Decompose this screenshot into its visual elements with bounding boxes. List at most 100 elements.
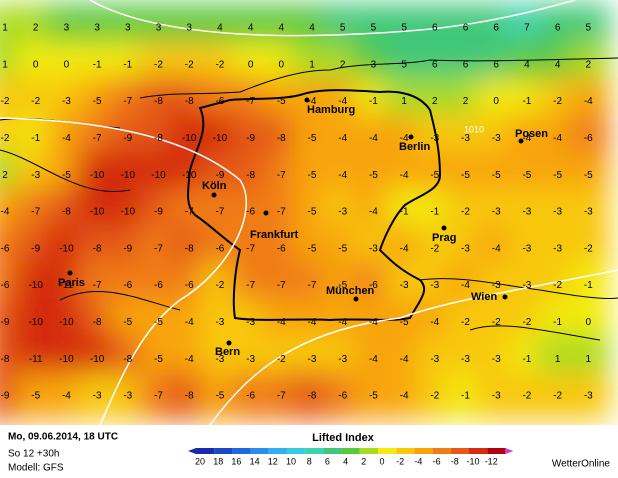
legend-swatch: [196, 448, 215, 454]
grid-value: -4: [277, 317, 286, 328]
grid-value: -8: [308, 391, 317, 402]
grid-value: -10: [28, 280, 43, 291]
grid-value: -5: [369, 391, 378, 402]
grid-value: -10: [213, 133, 228, 144]
grid-value: -3: [430, 133, 439, 144]
grid-value: -10: [90, 170, 105, 181]
brand: WetterOnline: [552, 459, 611, 470]
grid-value: -9: [31, 243, 40, 254]
grid-values: 1 2 3 3 3 3 3 4 4 4 4 5 5 5 6 6 6 7 6 5 1 0 0 -1 -1 -2 -2 -2 0 0 1 2 3 5 6…: [1, 23, 594, 402]
legend-label: 0: [379, 456, 384, 466]
grid-value: 4: [555, 59, 561, 70]
grid-value: -2: [277, 354, 286, 365]
grid-value: 6: [432, 59, 438, 70]
grid-value: 1: [401, 96, 407, 107]
grid-value: -1: [93, 59, 102, 70]
legend-label: 2: [361, 456, 366, 466]
grid-value: -8: [123, 354, 132, 365]
grid-value: -3: [492, 354, 501, 365]
grid-value: -3: [461, 133, 470, 144]
grid-value: -3: [522, 207, 531, 218]
legend-label: 8: [307, 456, 312, 466]
grid-value: -8: [93, 243, 102, 254]
grid-value: -5: [308, 133, 317, 144]
grid-value: 5: [586, 23, 592, 34]
grid-value: -2: [553, 96, 562, 107]
grid-value: -5: [215, 391, 224, 402]
grid-value: -9: [246, 133, 255, 144]
grid-value: -8: [246, 170, 255, 181]
grid-value: -4: [400, 354, 409, 365]
grid-value: -3: [215, 354, 224, 365]
grid-value: -11: [60, 280, 74, 291]
grid-value: 0: [493, 96, 499, 107]
grid-value: 6: [432, 23, 438, 34]
grid-value: -2: [215, 59, 224, 70]
legend-swatch: [287, 448, 306, 454]
grid-value: -1: [400, 207, 409, 218]
grid-value: 2: [2, 170, 8, 181]
grid-value: -5: [522, 170, 531, 181]
grid-value: -10: [28, 317, 43, 328]
grid-value: 6: [463, 59, 469, 70]
grid-value: -4: [338, 170, 347, 181]
grid-value: -2: [553, 280, 562, 291]
grid-value: -7: [308, 280, 317, 291]
grid-value: -7: [277, 207, 286, 218]
grid-value: -10: [121, 207, 136, 218]
grid-value: -2: [31, 96, 40, 107]
grid-value: -4: [62, 133, 71, 144]
grid-value: 2: [340, 59, 346, 70]
grid-value: -8: [154, 133, 163, 144]
grid-value: -3: [93, 391, 102, 402]
grid-value: 6: [555, 23, 561, 34]
legend-title: Lifted Index: [312, 432, 375, 444]
city-dot: [226, 340, 232, 346]
grid-value: -10: [59, 243, 74, 254]
grid-value: -3: [461, 354, 470, 365]
legend-label: 4: [343, 456, 348, 466]
grid-value: -1: [369, 96, 378, 107]
grid-value: -4: [461, 280, 470, 291]
grid-value: -6: [154, 280, 163, 291]
city-label: Prag: [432, 232, 456, 244]
grid-value: -5: [338, 243, 347, 254]
grid-value: -4: [584, 96, 593, 107]
grid-value: 0: [248, 59, 254, 70]
grid-value: -3: [492, 207, 501, 218]
grid-value: -7: [185, 207, 194, 218]
grid-value: -3: [308, 354, 317, 365]
grid-value: -9: [123, 133, 132, 144]
grid-value: -3: [246, 317, 255, 328]
grid-value: -5: [62, 170, 71, 181]
grid-value: 4: [279, 23, 285, 34]
grid-value: -3: [369, 243, 378, 254]
grid-value: 2: [432, 96, 438, 107]
grid-value: 5: [401, 59, 407, 70]
grid-value: -2: [1, 96, 10, 107]
legend-label: -4: [414, 456, 422, 466]
legend-swatch: [432, 448, 451, 454]
grid-value: -9: [1, 391, 10, 402]
grid-value: -7: [123, 96, 132, 107]
grid-value: -6: [338, 391, 347, 402]
grid-value: -7: [277, 170, 286, 181]
grid-value: -8: [1, 354, 10, 365]
legend-label: 10: [286, 456, 296, 466]
grid-value: -8: [154, 96, 163, 107]
grid-value: -6: [1, 280, 10, 291]
grid-value: 4: [309, 23, 315, 34]
grid-value: -3: [492, 391, 501, 402]
grid-value: -2: [185, 59, 194, 70]
grid-value: -1: [522, 354, 531, 365]
grid-value: -4: [400, 243, 409, 254]
grid-value: -10: [90, 207, 105, 218]
grid-value: 1: [555, 354, 561, 365]
grid-value: -7: [93, 280, 102, 291]
grid-value: 1: [2, 23, 8, 34]
grid-value: -3: [522, 243, 531, 254]
legend-swatch: [232, 448, 251, 454]
grid-value: -5: [461, 170, 470, 181]
grid-value: -1: [461, 391, 470, 402]
